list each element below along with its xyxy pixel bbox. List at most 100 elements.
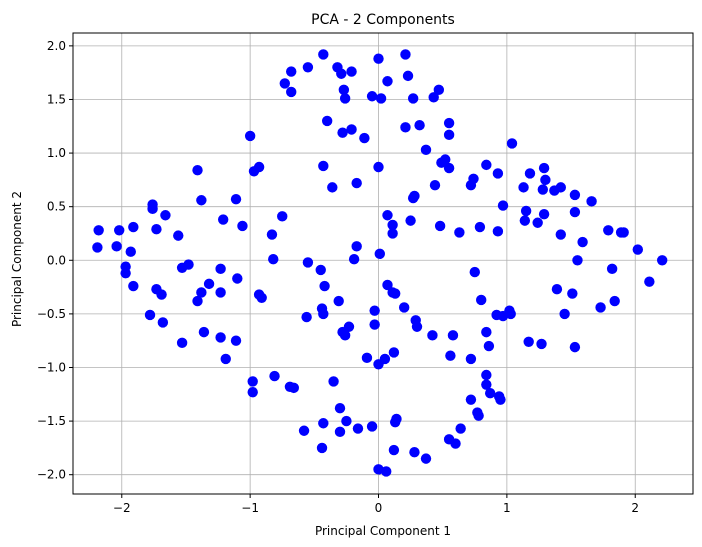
scatter-point	[321, 115, 333, 127]
scatter-point	[198, 326, 210, 338]
scatter-point	[475, 294, 487, 306]
scatter-point	[388, 347, 400, 358]
scatter-point	[192, 295, 203, 307]
scatter-point	[93, 225, 104, 236]
scatter-point	[484, 388, 496, 399]
scatter-point	[429, 180, 441, 191]
x-tick-label: −2	[113, 501, 131, 515]
scatter-point	[586, 196, 597, 207]
scatter-point	[327, 182, 338, 193]
chart-title: PCA - 2 Components	[311, 12, 455, 28]
scatter-point	[232, 273, 243, 284]
scatter-point	[373, 161, 384, 173]
scatter-point	[318, 308, 329, 320]
scatter-point	[328, 376, 339, 387]
scatter-point	[359, 132, 370, 144]
scatter-point	[284, 381, 296, 392]
scatter-point	[388, 444, 400, 456]
scatter-point	[382, 76, 393, 87]
scatter-point	[569, 206, 581, 218]
scatter-point	[156, 289, 167, 300]
scatter-point	[217, 214, 229, 225]
scatter-point	[319, 280, 330, 292]
scatter-point	[644, 276, 655, 287]
scatter-point	[230, 335, 242, 346]
scatter-point	[334, 403, 346, 414]
scatter-point	[409, 190, 420, 202]
plot-frame	[72, 32, 694, 495]
scatter-point	[483, 340, 495, 352]
scatter-point	[176, 337, 188, 349]
scatter-point	[411, 321, 423, 332]
scatter-point	[481, 369, 492, 381]
scatter-point	[92, 242, 103, 253]
scatter-point	[420, 453, 432, 464]
y-axis-title: Principal Component 2	[10, 191, 24, 327]
scatter-point	[434, 220, 446, 232]
scatter-point	[382, 210, 393, 221]
y-axis-ticks: −2.0 −1.5 −1.0 −0.5 0.0 0.5 1.0 1.5 2.0	[37, 39, 73, 482]
scatter-point	[595, 302, 606, 313]
data-points	[92, 49, 668, 477]
scatter-point	[497, 200, 509, 211]
scatter-point	[215, 332, 226, 343]
scatter-point	[505, 308, 516, 320]
scatter-point	[302, 62, 314, 73]
y-tick-label: −2.0	[37, 468, 66, 482]
scatter-point	[656, 255, 668, 266]
scatter-point	[382, 279, 393, 291]
scatter-point	[230, 193, 242, 205]
scatter-point	[481, 159, 492, 171]
scatter-point	[196, 287, 207, 298]
x-tick-label: 0	[375, 501, 383, 515]
scatter-point	[567, 288, 578, 299]
scatter-point	[400, 49, 411, 60]
scatter-point	[318, 49, 329, 60]
scatter-point	[318, 418, 329, 429]
scatter-point	[433, 84, 445, 96]
scatter-point	[414, 120, 425, 131]
scatter-point	[128, 221, 139, 233]
scatter-point	[373, 53, 384, 64]
x-axis-ticks: −2 −1 0 1 2	[113, 494, 639, 515]
scatter-point	[286, 66, 297, 77]
scatter-point	[375, 93, 387, 104]
scatter-point	[506, 138, 518, 149]
scatter-point	[606, 263, 618, 275]
y-tick-label: −1.0	[37, 360, 66, 374]
scatter-point	[215, 263, 226, 275]
scatter-point	[536, 338, 547, 350]
scatter-point	[366, 421, 378, 432]
scatter-point	[538, 208, 550, 220]
scatter-point	[465, 353, 477, 365]
scatter-point	[266, 229, 278, 240]
scatter-point	[111, 241, 122, 252]
scatter-point	[157, 317, 169, 328]
scatter-point	[572, 255, 583, 266]
scatter-point	[337, 127, 348, 138]
scatter-point	[333, 295, 344, 307]
scatter-point	[125, 246, 136, 257]
y-tick-label: 0.5	[47, 200, 66, 214]
scatter-point	[203, 278, 215, 290]
scatter-point	[569, 341, 581, 353]
scatter-point	[389, 288, 401, 299]
x-tick-label: −1	[241, 501, 259, 515]
scatter-point	[532, 217, 543, 228]
scatter-point	[374, 248, 385, 260]
scatter-point	[339, 330, 351, 341]
scatter-point	[196, 195, 207, 206]
scatter-point	[286, 86, 297, 98]
scatter-point	[220, 353, 231, 365]
scatter-point	[279, 78, 291, 89]
scatter-point	[609, 295, 620, 307]
scatter-point	[481, 326, 492, 338]
y-tick-label: −1.5	[37, 414, 66, 428]
scatter-point	[244, 130, 256, 142]
scatter-point	[316, 442, 328, 454]
scatter-point	[351, 177, 362, 189]
scatter-point	[492, 226, 504, 237]
scatter-point	[387, 219, 398, 231]
y-tick-label: −0.5	[37, 307, 66, 321]
scatter-point	[427, 330, 438, 341]
